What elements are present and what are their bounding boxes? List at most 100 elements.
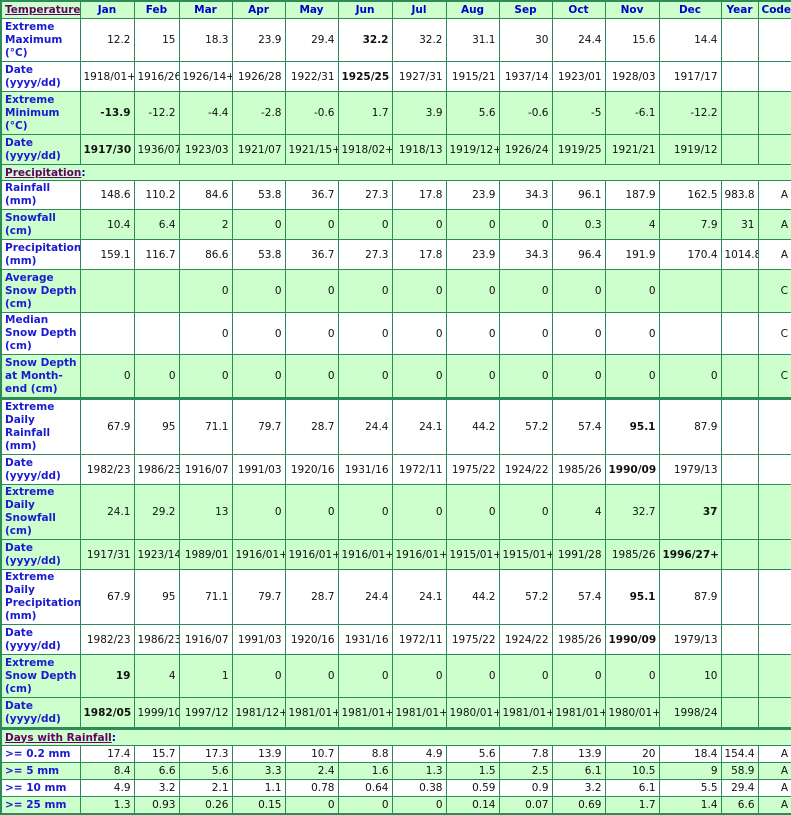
value-cell: 0 bbox=[604, 354, 660, 399]
value-cell: 13.9 bbox=[231, 745, 286, 763]
value-cell: 1917/31 bbox=[79, 539, 135, 570]
value-cell: 0 bbox=[337, 484, 393, 540]
value-cell: 23.9 bbox=[445, 239, 500, 270]
value-cell: 1.3 bbox=[391, 762, 447, 780]
value-cell: 87.9 bbox=[658, 397, 722, 455]
row-label: Date (yyyy/dd) bbox=[0, 539, 81, 570]
value-cell: 1916/01+ bbox=[391, 539, 447, 570]
value-cell: 1.4 bbox=[658, 796, 722, 815]
table-row: >= 5 mm 8.4 6.6 5.6 3.3 2.4 1.6 1.3 1.5 2.5 6.1 10.… bbox=[0, 762, 791, 780]
value-cell: 1982/23 bbox=[79, 624, 135, 655]
table-row: Snowfall (cm) 10.4 6.4 2 0 0 0 0 0 0 0.3 4 7.9 31 A bbox=[0, 209, 791, 240]
value-cell: 1921/07 bbox=[231, 134, 286, 165]
code-cell: A bbox=[757, 762, 791, 780]
value-cell: 1991/28 bbox=[551, 539, 606, 570]
value-cell: 7.8 bbox=[498, 745, 553, 763]
value-cell: 1972/11 bbox=[391, 624, 447, 655]
row-label: Precipitation (mm) bbox=[0, 239, 81, 270]
section-link-temperature[interactable]: Temperature bbox=[5, 4, 80, 16]
value-cell: 4 bbox=[604, 209, 660, 240]
value-cell: 0.69 bbox=[551, 796, 606, 815]
value-cell: 187.9 bbox=[604, 180, 660, 210]
value-cell: 0 bbox=[604, 654, 660, 698]
value-cell: 8.8 bbox=[337, 745, 393, 763]
value-cell: 1936/07 bbox=[133, 134, 180, 165]
code-cell bbox=[757, 484, 791, 540]
year-cell bbox=[720, 454, 759, 485]
value-cell: 0 bbox=[178, 312, 233, 355]
value-cell: 1919/25 bbox=[551, 134, 606, 165]
value-cell: 0 bbox=[445, 312, 500, 355]
value-cell: 28.7 bbox=[284, 397, 339, 455]
value-cell: 1975/22 bbox=[445, 454, 500, 485]
value-cell: 44.2 bbox=[445, 397, 500, 455]
value-cell: 17.4 bbox=[79, 745, 135, 763]
section-link[interactable]: Days with Rainfall bbox=[5, 731, 112, 744]
value-cell: 0.9 bbox=[498, 779, 553, 797]
value-cell: -6.1 bbox=[604, 91, 660, 135]
table-row: Date (yyyy/dd) 1917/30 1936/07 1923/03 1921/… bbox=[0, 134, 791, 165]
value-cell: 162.5 bbox=[658, 180, 722, 210]
value-cell: 1916/01+ bbox=[284, 539, 339, 570]
table-row: Precipitation (mm) 159.1 116.7 86.6 53.8 36.7… bbox=[0, 239, 791, 270]
year-cell: 983.8 bbox=[720, 180, 759, 210]
row-label: Date (yyyy/dd) bbox=[0, 134, 81, 165]
value-cell: 1921/15+ bbox=[284, 134, 339, 165]
code-header: Code bbox=[757, 0, 791, 19]
value-cell: 15 bbox=[133, 18, 180, 62]
value-cell: 1.3 bbox=[79, 796, 135, 815]
table-row: Extreme Daily Snowfall (cm) 24.1 29.2 13 0 0 0… bbox=[0, 484, 791, 540]
value-cell: 30 bbox=[498, 18, 553, 62]
month-header: Aug bbox=[445, 0, 500, 19]
month-header: Sep bbox=[498, 0, 553, 19]
value-cell: 1920/16 bbox=[284, 624, 339, 655]
value-cell: 1924/22 bbox=[498, 624, 553, 655]
table-row: Rainfall (mm) 148.6 110.2 84.6 53.8 36.7 27.3 1… bbox=[0, 180, 791, 210]
value-cell: 191.9 bbox=[604, 239, 660, 270]
value-cell: 0.78 bbox=[284, 779, 339, 797]
row-label: Extreme Minimum (°C) bbox=[0, 91, 81, 135]
value-cell: 1972/11 bbox=[391, 454, 447, 485]
value-cell: 0.93 bbox=[133, 796, 180, 815]
value-cell: 110.2 bbox=[133, 180, 180, 210]
value-cell: 3.2 bbox=[133, 779, 180, 797]
value-cell: 0 bbox=[284, 269, 339, 313]
table-row: Median Snow Depth (cm) 0 0 0 0 0 0 0 0 0 C bbox=[0, 312, 791, 355]
code-cell bbox=[757, 91, 791, 135]
value-cell: 27.3 bbox=[337, 239, 393, 270]
value-cell: 24.4 bbox=[337, 569, 393, 625]
value-cell: 1979/13 bbox=[658, 454, 722, 485]
value-cell: 1923/14 bbox=[133, 539, 180, 570]
value-cell: 0 bbox=[391, 484, 447, 540]
year-cell bbox=[720, 269, 759, 313]
value-cell: 170.4 bbox=[658, 239, 722, 270]
year-cell bbox=[720, 654, 759, 698]
value-cell: 159.1 bbox=[79, 239, 135, 270]
value-cell: 57.4 bbox=[551, 569, 606, 625]
value-cell: 24.1 bbox=[79, 484, 135, 540]
row-label: >= 10 mm bbox=[0, 779, 81, 797]
value-cell: 95 bbox=[133, 397, 180, 455]
section-link[interactable]: Precipitation bbox=[5, 166, 82, 179]
value-cell: 5.5 bbox=[658, 779, 722, 797]
month-header: Jul bbox=[391, 0, 447, 19]
value-cell: 29.2 bbox=[133, 484, 180, 540]
value-cell: 6.6 bbox=[133, 762, 180, 780]
colon: : bbox=[81, 166, 86, 179]
value-cell: 23.9 bbox=[231, 18, 286, 62]
value-cell: 1915/01+ bbox=[445, 539, 500, 570]
value-cell: 1981/01+ bbox=[337, 697, 393, 729]
value-cell: 1923/03 bbox=[178, 134, 233, 165]
value-cell: 6.1 bbox=[551, 762, 606, 780]
value-cell: 0 bbox=[498, 209, 553, 240]
value-cell: 17.8 bbox=[391, 180, 447, 210]
year-header: Year bbox=[720, 0, 759, 19]
table-row: >= 0.2 mm 17.4 15.7 17.3 13.9 10.7 8.8 4.9 5.6 7.… bbox=[0, 745, 791, 763]
value-cell: 0 bbox=[604, 269, 660, 313]
table-row: Date (yyyy/dd) 1917/31 1923/14 1989/01 1916/… bbox=[0, 539, 791, 570]
value-cell: 1919/12 bbox=[658, 134, 722, 165]
year-cell bbox=[720, 312, 759, 355]
value-cell: 0 bbox=[231, 484, 286, 540]
code-cell: A bbox=[757, 239, 791, 270]
year-cell: 1014.8 bbox=[720, 239, 759, 270]
